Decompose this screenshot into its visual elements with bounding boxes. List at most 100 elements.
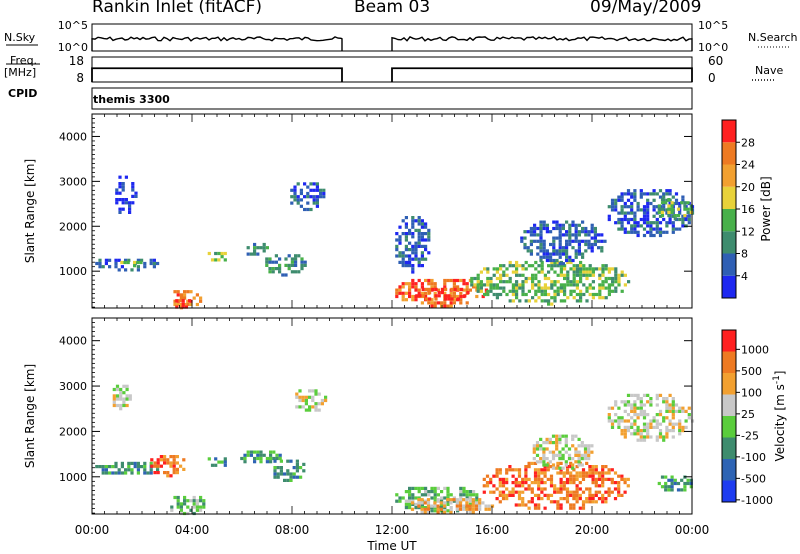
- power-colorbar-swatch-3: [722, 209, 736, 232]
- velocity-colorbar-swatch-3: [722, 416, 736, 438]
- velocity-colorbar-label-1: 500: [741, 365, 762, 378]
- cpid-value: themis 3300: [93, 93, 170, 106]
- power-region-8: [290, 182, 326, 212]
- nsky-label: N.Sky: [4, 31, 36, 44]
- power-ylabel-1000: 1000: [59, 265, 87, 278]
- time-tick-label-2: 08:00: [275, 523, 310, 537]
- velocity-colorbar-label-0: 1000: [741, 343, 769, 356]
- power-region-0: [95, 258, 160, 272]
- velocity-data: [95, 384, 695, 516]
- velocity-region-2: [170, 495, 206, 516]
- power-ylabel-3000: 3000: [59, 175, 87, 188]
- power-colorbar-label-16: 16: [741, 203, 755, 216]
- velocity-region-11: [532, 434, 594, 470]
- velocity-region-4: [240, 450, 282, 464]
- time-tick-label-1: 04:00: [175, 523, 210, 537]
- nave-tick-low: 0: [708, 71, 716, 85]
- station-title: Rankin Inlet (fitACF): [92, 0, 263, 17]
- velocity-colorbar-swatch-6: [722, 351, 736, 373]
- velocity-colorbar-label-2: 100: [741, 386, 762, 399]
- nsearch-label: N.Search: [748, 31, 798, 44]
- power-colorbar-swatch-0: [722, 275, 736, 298]
- velocity-ylabel-1000: 1000: [59, 471, 87, 484]
- freq-series-0: [91, 67, 343, 82]
- nsky-tick-high: 10^5: [58, 19, 88, 32]
- power-ylabel-4000: 4000: [59, 130, 87, 143]
- time-tick-label-6: 00:00: [675, 523, 710, 537]
- power-colorbar-swatch-5: [722, 164, 736, 187]
- power-colorbar-label-12: 12: [741, 225, 755, 238]
- nsky-tick-low: 10^0: [58, 41, 88, 54]
- velocity-region-12: [607, 393, 695, 442]
- velocity-region-9: [410, 498, 495, 515]
- velocity-colorbar-label-5: -100: [741, 451, 766, 464]
- velocity-region-13: [657, 475, 693, 492]
- nave-tick-high: 60: [708, 54, 723, 68]
- date-title: 09/May/2009: [590, 0, 702, 17]
- velocity-colorbar-label-6: -500: [741, 472, 766, 485]
- power-colorbar-label-28: 28: [741, 136, 755, 149]
- power-frame: [91, 113, 693, 309]
- power-region-13: [520, 220, 607, 266]
- freq-series-1: [391, 67, 693, 82]
- power-region-10: [415, 287, 470, 301]
- velocity-colorbar-swatch-2: [722, 437, 736, 459]
- time-tick-label-4: 16:00: [475, 523, 510, 537]
- cpid-label: CPID: [8, 87, 38, 100]
- velocity-colorbar-swatch-4: [722, 394, 736, 416]
- time-tick-label-0: 00:00: [75, 523, 110, 537]
- velocity-colorbar-frame: [721, 329, 737, 503]
- power-region-12: [470, 260, 631, 306]
- velocity-ylabel-2000: 2000: [59, 425, 87, 438]
- beam-title: Beam 03: [354, 0, 431, 17]
- velocity-region-7: [112, 384, 132, 411]
- velocity-region-10: [482, 461, 630, 510]
- power-region-14: [607, 189, 695, 238]
- velocity-colorbar-label-7: -1000: [741, 494, 773, 507]
- power-region-6: [246, 242, 269, 256]
- velocity-colorbar-swatch-7: [722, 330, 736, 352]
- power-region-2: [115, 175, 138, 214]
- freq-tick-high: 18: [69, 54, 84, 68]
- velocity-region-1: [150, 455, 186, 478]
- nave-label: Nave: [755, 64, 784, 77]
- velocity-colorbar-swatch-0: [722, 480, 736, 502]
- velocity-colorbar-swatch-5: [722, 373, 736, 395]
- velocity-colorbar-swatch-1: [722, 459, 736, 481]
- velocity-axis-title: Slant Range [km]: [23, 364, 37, 468]
- power-region-5: [207, 251, 227, 262]
- power-data: [95, 175, 695, 310]
- power-colorbar-swatch-7: [722, 120, 736, 143]
- velocity-colorbar-label-3: 25: [741, 408, 755, 421]
- power-colorbar-title: Power [dB]: [759, 176, 773, 241]
- nsearch-tick-low: 10^0: [698, 41, 728, 54]
- power-region-7: [265, 254, 307, 277]
- power-region-15: [657, 198, 693, 221]
- velocity-colorbar-title: Velocity [m s-1]: [772, 371, 787, 462]
- time-tick-label-3: 12:00: [375, 523, 410, 537]
- time-tick-label-5: 20:00: [575, 523, 610, 537]
- power-colorbar-swatch-6: [722, 142, 736, 165]
- velocity-colorbar-label-4: -25: [741, 429, 759, 442]
- power-region-1: [120, 260, 143, 268]
- power-colorbar-label-4: 4: [741, 270, 748, 283]
- freq-tick-low: 8: [76, 71, 84, 85]
- velocity-region-0: [95, 461, 160, 475]
- power-colorbar-label-24: 24: [741, 159, 755, 172]
- power-colorbar-label-8: 8: [741, 248, 748, 261]
- noise-series-1: [391, 36, 693, 51]
- power-colorbar-swatch-2: [722, 231, 736, 254]
- velocity-ylabel-3000: 3000: [59, 380, 87, 393]
- nsearch-tick-high: 10^5: [698, 19, 728, 32]
- cpid-strip-frame: [91, 87, 693, 110]
- power-ylabel-2000: 2000: [59, 220, 87, 233]
- velocity-region-3: [207, 457, 227, 467]
- freq-unit-label: [MHz]: [4, 66, 37, 79]
- power-colorbar-swatch-1: [722, 253, 736, 276]
- time-axis-title: Time UT: [366, 539, 417, 553]
- velocity-region-6: [295, 389, 328, 412]
- power-region-11: [395, 216, 431, 274]
- power-axis-title: Slant Range [km]: [23, 159, 37, 263]
- noise-series-0: [91, 36, 343, 51]
